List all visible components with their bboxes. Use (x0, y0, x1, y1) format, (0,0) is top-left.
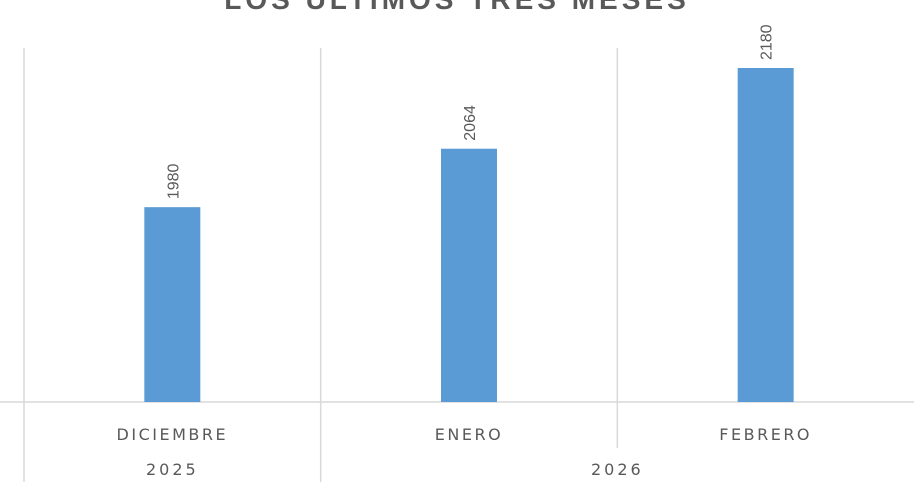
year-label: 2025 (146, 460, 199, 479)
year-label: 2026 (591, 460, 644, 479)
bar (737, 68, 794, 402)
data-label: 2064 (462, 105, 479, 141)
bar (144, 207, 201, 402)
category-label: FEBRERO (719, 425, 812, 444)
chart-title: LOS ÚLTIMOS TRES MESES (0, 0, 914, 16)
category-label: ENERO (435, 425, 503, 444)
bars (144, 68, 794, 402)
labels: 1980 DICIEMBRE 2064 ENERO 2180 FEBRERO 2025 202… (117, 24, 812, 479)
data-label: 2180 (759, 24, 776, 60)
bar (441, 148, 497, 402)
data-label: 1980 (165, 163, 182, 199)
category-label: DICIEMBRE (117, 425, 229, 444)
